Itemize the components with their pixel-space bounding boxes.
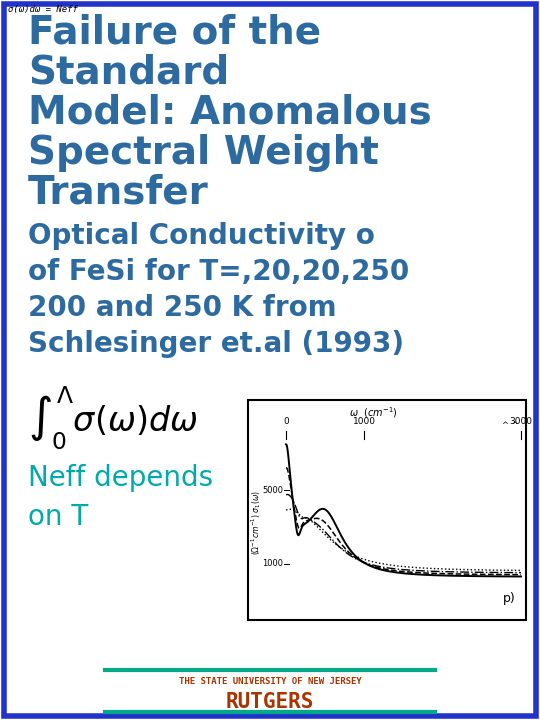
- Text: RUTGERS: RUTGERS: [226, 692, 314, 712]
- Text: Neff depends
on T: Neff depends on T: [28, 464, 213, 531]
- Text: Optical Conductivity o: Optical Conductivity o: [28, 222, 375, 250]
- Text: σ(ω)dω = Neff: σ(ω)dω = Neff: [8, 5, 78, 14]
- Text: 3000: 3000: [510, 418, 532, 426]
- Text: ^ ^: ^ ^: [502, 421, 519, 430]
- Text: Standard: Standard: [28, 54, 230, 92]
- Text: 5000: 5000: [262, 486, 283, 495]
- Text: Spectral Weight: Spectral Weight: [28, 134, 379, 172]
- Text: 1000: 1000: [353, 418, 376, 426]
- Text: Transfer: Transfer: [28, 174, 209, 212]
- Text: $\int_0^{\Lambda} \sigma(\omega)d\omega$: $\int_0^{\Lambda} \sigma(\omega)d\omega$: [28, 384, 198, 451]
- Text: $(\Omega^{-1}cm^{-1})\ \sigma_1(\omega)$: $(\Omega^{-1}cm^{-1})\ \sigma_1(\omega)$: [249, 490, 263, 555]
- Text: p): p): [503, 592, 516, 605]
- Text: 1000: 1000: [262, 559, 283, 569]
- Text: of FeSi for T=,20,20,250: of FeSi for T=,20,20,250: [28, 258, 409, 286]
- Text: Failure of the: Failure of the: [28, 14, 321, 52]
- Text: THE STATE UNIVERSITY OF NEW JERSEY: THE STATE UNIVERSITY OF NEW JERSEY: [179, 677, 361, 686]
- Text: 200 and 250 K from: 200 and 250 K from: [28, 294, 336, 322]
- Text: Schlesinger et.al (1993): Schlesinger et.al (1993): [28, 330, 404, 358]
- Bar: [248, 400, 526, 620]
- Text: $\omega$  $(cm^{-1})$: $\omega$ $(cm^{-1})$: [349, 405, 397, 420]
- Text: Model: Anomalous: Model: Anomalous: [28, 94, 432, 132]
- Text: 0: 0: [283, 418, 289, 426]
